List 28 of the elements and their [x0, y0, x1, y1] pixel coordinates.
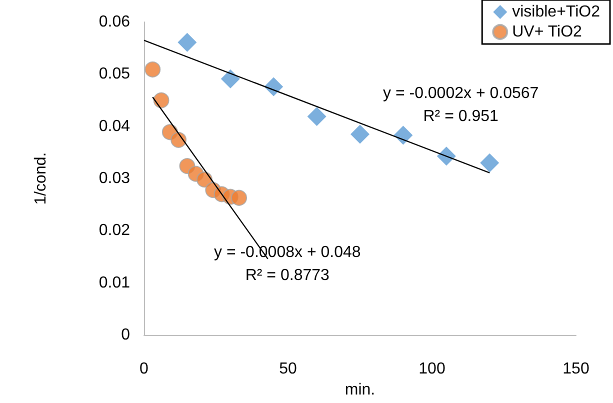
point: [220, 69, 240, 88]
y-tick-label: 0.06: [98, 14, 130, 30]
point: [394, 126, 413, 145]
x-tick-label: 100: [418, 360, 446, 378]
point: [170, 132, 187, 148]
point: [350, 124, 370, 144]
point: [307, 106, 326, 126]
y-axis-title: 1/cond.: [32, 152, 50, 205]
y-tick-label: 0.01: [98, 274, 130, 292]
x-axis-title: min.: [344, 382, 376, 398]
x-tick-label: 50: [279, 360, 297, 378]
x-tick-label: 0: [140, 360, 149, 378]
y-tick-label: 0.05: [98, 66, 130, 83]
point: [436, 146, 456, 166]
legend-label: UV+ TiO2: [512, 24, 582, 40]
annotation: y = -0.0002x + 0.0567 R² = 0.951: [383, 85, 539, 125]
y-tick-label: 0.04: [98, 118, 130, 135]
point: [231, 190, 248, 206]
y-tick-label: 0.02: [98, 222, 130, 240]
y-tick-label: 0.03: [98, 170, 130, 188]
point: [178, 32, 197, 52]
point: [153, 92, 170, 108]
point: [480, 153, 500, 172]
point: [264, 77, 284, 96]
point: [144, 61, 161, 78]
y-tick-label: 0: [121, 326, 130, 344]
x-tick-label: 150: [562, 360, 590, 378]
legend-label: visible+TiO2: [512, 4, 600, 20]
